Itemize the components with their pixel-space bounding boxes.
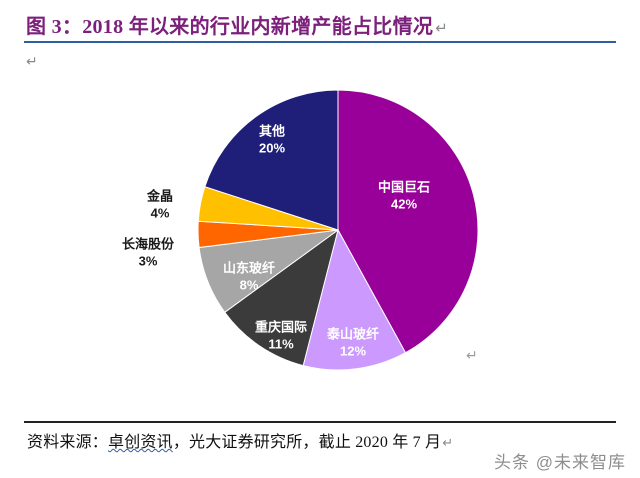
paragraph-mark-icon-footer: ↵ — [442, 436, 454, 451]
paragraph-mark-icon: ↵ — [435, 19, 448, 37]
pie-slice-value: 12% — [340, 343, 366, 358]
pie-slice-label: 山东玻纤 — [223, 260, 275, 275]
pie-slice-label: 泰山玻纤 — [326, 326, 379, 341]
footer-divider — [24, 421, 616, 423]
pie-slice-value: 20% — [259, 140, 285, 155]
pie-slice-group — [197, 89, 479, 371]
pie-slice-label: 长海股份 — [122, 236, 175, 251]
pie-slice-value: 3% — [139, 253, 158, 268]
pie-slice-label: 中国巨石 — [378, 179, 430, 194]
title-divider — [24, 41, 616, 43]
chart-title-row: 图 3：2018 年以来的行业内新增产能占比情况 ↵ — [26, 10, 616, 40]
source-name: 卓创资讯 — [108, 434, 173, 451]
watermark: 头条 @未来智库 — [494, 453, 626, 472]
page-title: 图 3：2018 年以来的行业内新增产能占比情况 — [26, 16, 434, 38]
pie-slice — [337, 89, 479, 354]
pie-slice-label: 其他 — [259, 123, 285, 138]
pie-slice-label: 金晶 — [146, 188, 173, 203]
pie-chart: 中国巨石 42% 泰山玻纤 12% 重庆国际 11% 山东玻纤 8% 长海股份 3% 金晶 4% 其他 2… — [0, 60, 640, 400]
pie-slice-value: 11% — [268, 336, 294, 351]
source-rest: ，光大证券研究所，截止 2020 年 7 月 — [172, 434, 442, 451]
pie-slice-value: 8% — [240, 277, 259, 292]
paragraph-mark-icon-chart: ↵ — [466, 348, 478, 364]
source-note-row: 资料来源： 卓创资讯 ，光大证券研究所，截止 2020 年 7 月 ↵ — [27, 428, 627, 456]
pie-chart-svg: 中国巨石 42% 泰山玻纤 12% 重庆国际 11% 山东玻纤 8% 长海股份 3% 金晶 4% 其他 2… — [122, 89, 479, 371]
pie-slice-value: 42% — [391, 196, 417, 211]
pie-label-group: 中国巨石 42% 泰山玻纤 12% 重庆国际 11% 山东玻纤 8% 长海股份 3% 金晶 4% 其他 2… — [122, 123, 430, 358]
pie-slice — [204, 89, 339, 231]
source-prefix: 资料来源： — [27, 434, 109, 451]
pie-slice-value: 4% — [151, 205, 170, 220]
pie-slice-label: 重庆国际 — [255, 319, 307, 334]
pie-slice — [224, 228, 339, 367]
pie-slice — [302, 228, 407, 371]
paragraph-mark-icon-below-title: ↵ — [26, 54, 38, 70]
